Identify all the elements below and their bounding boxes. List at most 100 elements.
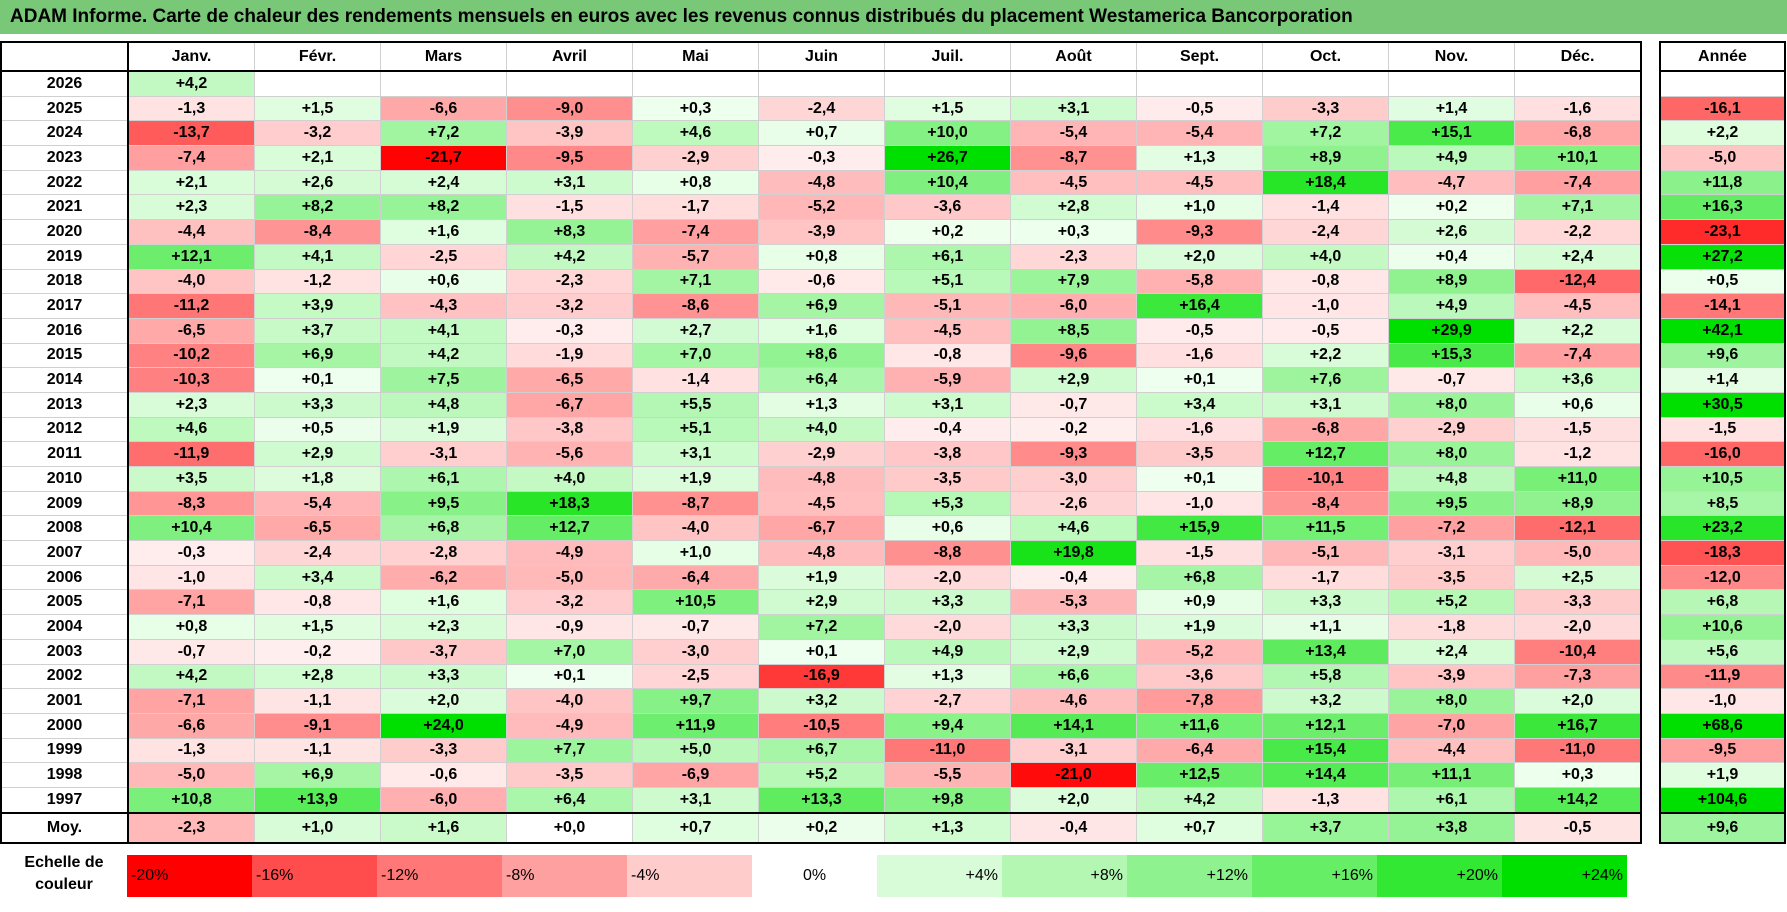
heatmap-cell: +2,1 xyxy=(127,169,255,196)
month-header: Juin xyxy=(758,41,885,72)
year-label: 2024 xyxy=(0,120,129,147)
color-scale-swatch: -12% xyxy=(377,855,502,897)
heatmap-cell: +5,5 xyxy=(632,391,759,418)
heatmap-cell: +24,0 xyxy=(380,712,507,739)
heatmap-cell: +7,7 xyxy=(506,737,633,764)
heatmap-cell: +2,2 xyxy=(1262,342,1389,369)
heatmap-cell: +3,4 xyxy=(254,564,381,591)
heatmap-cell: -4,6 xyxy=(1010,688,1137,714)
table-row: 2011 -11,9 +2,9 -3,1 -5,6 +3,1 -2,9 -3,8 -9,3 -3,… xyxy=(0,441,1642,467)
heatmap-cell: -6,8 xyxy=(1514,120,1642,147)
heatmap-cell: +2,0 xyxy=(1136,243,1263,270)
heatmap-cell: +4,6 xyxy=(127,416,255,443)
heatmap-cell xyxy=(506,70,633,97)
heatmap-cell: +2,0 xyxy=(380,688,507,714)
heatmap-cell: +1,4 xyxy=(1388,95,1515,122)
heatmap-cell: -3,2 xyxy=(506,293,633,319)
heatmap-cell: -4,0 xyxy=(632,515,759,542)
heatmap-cell: -2,5 xyxy=(380,243,507,270)
year-label: 1997 xyxy=(0,786,129,814)
heatmap-cell: -8,3 xyxy=(127,490,255,517)
heatmap-cell: -2,0 xyxy=(884,564,1011,591)
heatmap-cell: +18,4 xyxy=(1262,169,1389,196)
table-row: 1997 +10,8 +13,9 -6,0 +6,4 +3,1 +13,3 +9,8 +2,0 +… xyxy=(0,786,1642,814)
annual-cell: -9,5 xyxy=(1659,737,1786,764)
heatmap-cell: -2,0 xyxy=(1514,614,1642,640)
year-label: 2026 xyxy=(0,70,129,97)
heatmap-cell xyxy=(1262,70,1389,97)
heatmap-cell: +1,1 xyxy=(1262,614,1389,640)
heatmap-cell: +3,2 xyxy=(1262,688,1389,714)
table-row: 1998 -5,0 +6,9 -0,6 -3,5 -6,9 +5,2 -5,5 -21,0 +12… xyxy=(0,762,1642,788)
heatmap-cell: +7,6 xyxy=(1262,367,1389,393)
heatmap-cell: +9,5 xyxy=(380,490,507,517)
heatmap-cell: +15,4 xyxy=(1262,737,1389,764)
annual-cell: +16,3 xyxy=(1659,194,1786,221)
heatmap-cell: -2,9 xyxy=(632,145,759,171)
color-scale-label: Echelle de couleur xyxy=(24,854,104,893)
heatmap-cell: +18,3 xyxy=(506,490,633,517)
heatmap-cell: +0,5 xyxy=(254,416,381,443)
heatmap-cell: +16,4 xyxy=(1136,293,1263,319)
heatmap-cell: -10,4 xyxy=(1514,638,1642,665)
heatmap-cell: -6,2 xyxy=(380,564,507,591)
heatmap-table: Janv. Févr. Mars Avril Mai Juin Juil. Août Sept.… xyxy=(0,41,1642,844)
annual-cell: +30,5 xyxy=(1659,391,1786,418)
table-row: 2019 +12,1 +4,1 -2,5 +4,2 -5,7 +0,8 +6,1 -2,3 +2,… xyxy=(0,243,1642,270)
table-row: 2009 -8,3 -5,4 +9,5 +18,3 -8,7 -4,5 +5,3 -2,6 -1,… xyxy=(0,490,1642,517)
heatmap-cell: -7,1 xyxy=(127,589,255,616)
heatmap-cell: -0,2 xyxy=(1010,416,1137,443)
heatmap-cell: +3,1 xyxy=(1010,95,1137,122)
heatmap-cell: -3,0 xyxy=(632,638,759,665)
heatmap-cell: +14,1 xyxy=(1010,712,1137,739)
heatmap-cell: +2,8 xyxy=(1010,194,1137,221)
heatmap-cell: +5,0 xyxy=(632,737,759,764)
heatmap-cell: -0,5 xyxy=(1136,317,1263,344)
year-label: 2018 xyxy=(0,268,129,295)
table-row: 2007 -0,3 -2,4 -2,8 -4,9 +1,0 -4,8 -8,8 +19,8 -1,… xyxy=(0,540,1642,566)
heatmap-cell: -5,5 xyxy=(884,762,1011,788)
heatmap-cell: -0,6 xyxy=(380,762,507,788)
average-cell: -0,4 xyxy=(1010,811,1137,844)
heatmap-cell: -5,4 xyxy=(254,490,381,517)
table-row: 2023 -7,4 +2,1 -21,7 -9,5 -2,9 -0,3 +26,7 -8,7 +1… xyxy=(0,145,1642,171)
heatmap-cell: +0,6 xyxy=(884,515,1011,542)
heatmap-cell: -8,7 xyxy=(632,490,759,517)
heatmap-cell: +7,2 xyxy=(380,120,507,147)
heatmap-cell: -5,9 xyxy=(884,367,1011,393)
heatmap-cell: +2,3 xyxy=(380,614,507,640)
heatmap-cell: +0,3 xyxy=(1514,762,1642,788)
heatmap-cell: +0,1 xyxy=(1136,367,1263,393)
heatmap-cell: +0,1 xyxy=(506,663,633,690)
heatmap-cell: -0,7 xyxy=(127,638,255,665)
heatmap-cell: +1,9 xyxy=(1136,614,1263,640)
heatmap-cell: -6,4 xyxy=(1136,737,1263,764)
heatmap-cell: +2,3 xyxy=(127,194,255,221)
heatmap-cell: -2,3 xyxy=(1010,243,1137,270)
heatmap-cell: -4,8 xyxy=(758,540,885,566)
heatmap-cell: -7,4 xyxy=(1514,342,1642,369)
table-row: 2012 +4,6 +0,5 +1,9 -3,8 +5,1 +4,0 -0,4 -0,2 -1,6… xyxy=(0,416,1642,443)
heatmap-cell: -3,5 xyxy=(1388,564,1515,591)
annual-cell: +11,8 xyxy=(1659,169,1786,196)
heatmap-cell: -1,7 xyxy=(1262,564,1389,591)
month-header: Sept. xyxy=(1136,41,1263,72)
heatmap-cell: +12,1 xyxy=(127,243,255,270)
annual-cell: -1,5 xyxy=(1659,416,1786,443)
average-cell: -2,3 xyxy=(127,811,255,844)
heatmap-cell: -11,0 xyxy=(1514,737,1642,764)
table-row: 2018 -4,0 -1,2 +0,6 -2,3 +7,1 -0,6 +5,1 +7,9 -5,8… xyxy=(0,268,1642,295)
heatmap-cell: -7,0 xyxy=(1388,712,1515,739)
heatmap-cell xyxy=(1010,70,1137,97)
heatmap-cell: -2,9 xyxy=(1388,416,1515,443)
heatmap-cell: +9,5 xyxy=(1388,490,1515,517)
heatmap-cell: +3,4 xyxy=(1136,391,1263,418)
heatmap-cell: -11,2 xyxy=(127,293,255,319)
average-cell: +1,3 xyxy=(884,811,1011,844)
heatmap-cell: +7,0 xyxy=(506,638,633,665)
heatmap-cell: -1,6 xyxy=(1136,416,1263,443)
heatmap-cell: -2,6 xyxy=(1010,490,1137,517)
heatmap-cell: +0,1 xyxy=(254,367,381,393)
heatmap-cell: -3,6 xyxy=(884,194,1011,221)
table-row: 2010 +3,5 +1,8 +6,1 +4,0 +1,9 -4,8 -3,5 -3,0 +0,1… xyxy=(0,466,1642,492)
